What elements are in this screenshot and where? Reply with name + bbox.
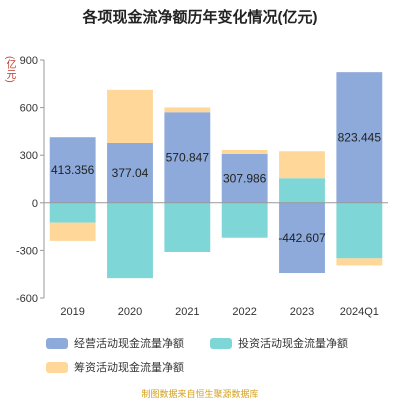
data-label-operating-2021: 570.847: [166, 151, 210, 165]
bar-operating-2020: [107, 142, 153, 203]
bar-operating-2024Q1: [336, 72, 383, 203]
legend-item-investing: 投资活动现金流量净额: [210, 335, 348, 351]
legend-swatch-operating: [46, 337, 68, 349]
x-tick-label: 2024Q1: [340, 306, 379, 318]
bar-investing-2019: [49, 202, 96, 223]
bar-operating-2023: [279, 202, 325, 274]
legend-swatch-financing: [46, 361, 68, 373]
x-tick-label: 2020: [118, 306, 142, 318]
bar-operating-2021: [164, 112, 211, 203]
bar-financing-2019: [49, 222, 96, 241]
bar-financing-2023: [279, 151, 325, 179]
y-tick-label: 300: [20, 150, 38, 162]
bar-investing-2021: [164, 202, 211, 252]
y-axis-unit-label: (亿元): [4, 56, 15, 83]
data-label-operating-2020: 377.04: [112, 166, 149, 180]
legend-label-financing: 筹资活动现金流量净额: [74, 362, 184, 374]
y-tick-label: 0: [32, 198, 38, 210]
legend-label-operating: 经营活动现金流量净额: [74, 338, 184, 350]
chart-title: 各项现金流净额历年变化情况(亿元): [82, 9, 318, 26]
x-tick-label: 2022: [232, 306, 256, 318]
source-note: 制图数据来自恒生聚源数据库: [141, 389, 259, 399]
bar-investing-2023: [279, 178, 325, 203]
y-tick-label: -300: [16, 245, 38, 257]
bar-operating-2019: [49, 137, 96, 203]
bar-financing-2021: [164, 107, 211, 113]
y-tick-label: -600: [16, 293, 38, 305]
x-tick-label: 2023: [290, 306, 314, 318]
bar-investing-2020: [107, 202, 153, 279]
x-tick-label: 2021: [175, 306, 199, 318]
bar-investing-2022: [221, 202, 268, 238]
legend-item-financing: 筹资活动现金流量净额: [46, 359, 184, 375]
data-label-operating-2023: -442.607: [278, 231, 326, 245]
legend-label-investing: 投资活动现金流量净额: [238, 338, 348, 350]
legend-item-operating: 经营活动现金流量净额: [46, 335, 184, 351]
bar-financing-2022: [221, 149, 268, 154]
legend-swatch-investing: [210, 337, 232, 349]
bar-financing-2020: [107, 89, 153, 143]
data-label-operating-2019: 413.356: [51, 163, 95, 177]
bar-operating-2022: [221, 153, 268, 203]
y-tick-label: 600: [20, 103, 38, 115]
data-label-operating-2022: 307.986: [223, 171, 267, 185]
data-label-operating-2024Q1: 823.445: [338, 130, 382, 144]
y-tick-label: 900: [20, 55, 38, 67]
bar-financing-2024Q1: [336, 258, 383, 266]
bar-investing-2024Q1: [336, 202, 383, 259]
x-tick-label: 2019: [60, 306, 84, 318]
